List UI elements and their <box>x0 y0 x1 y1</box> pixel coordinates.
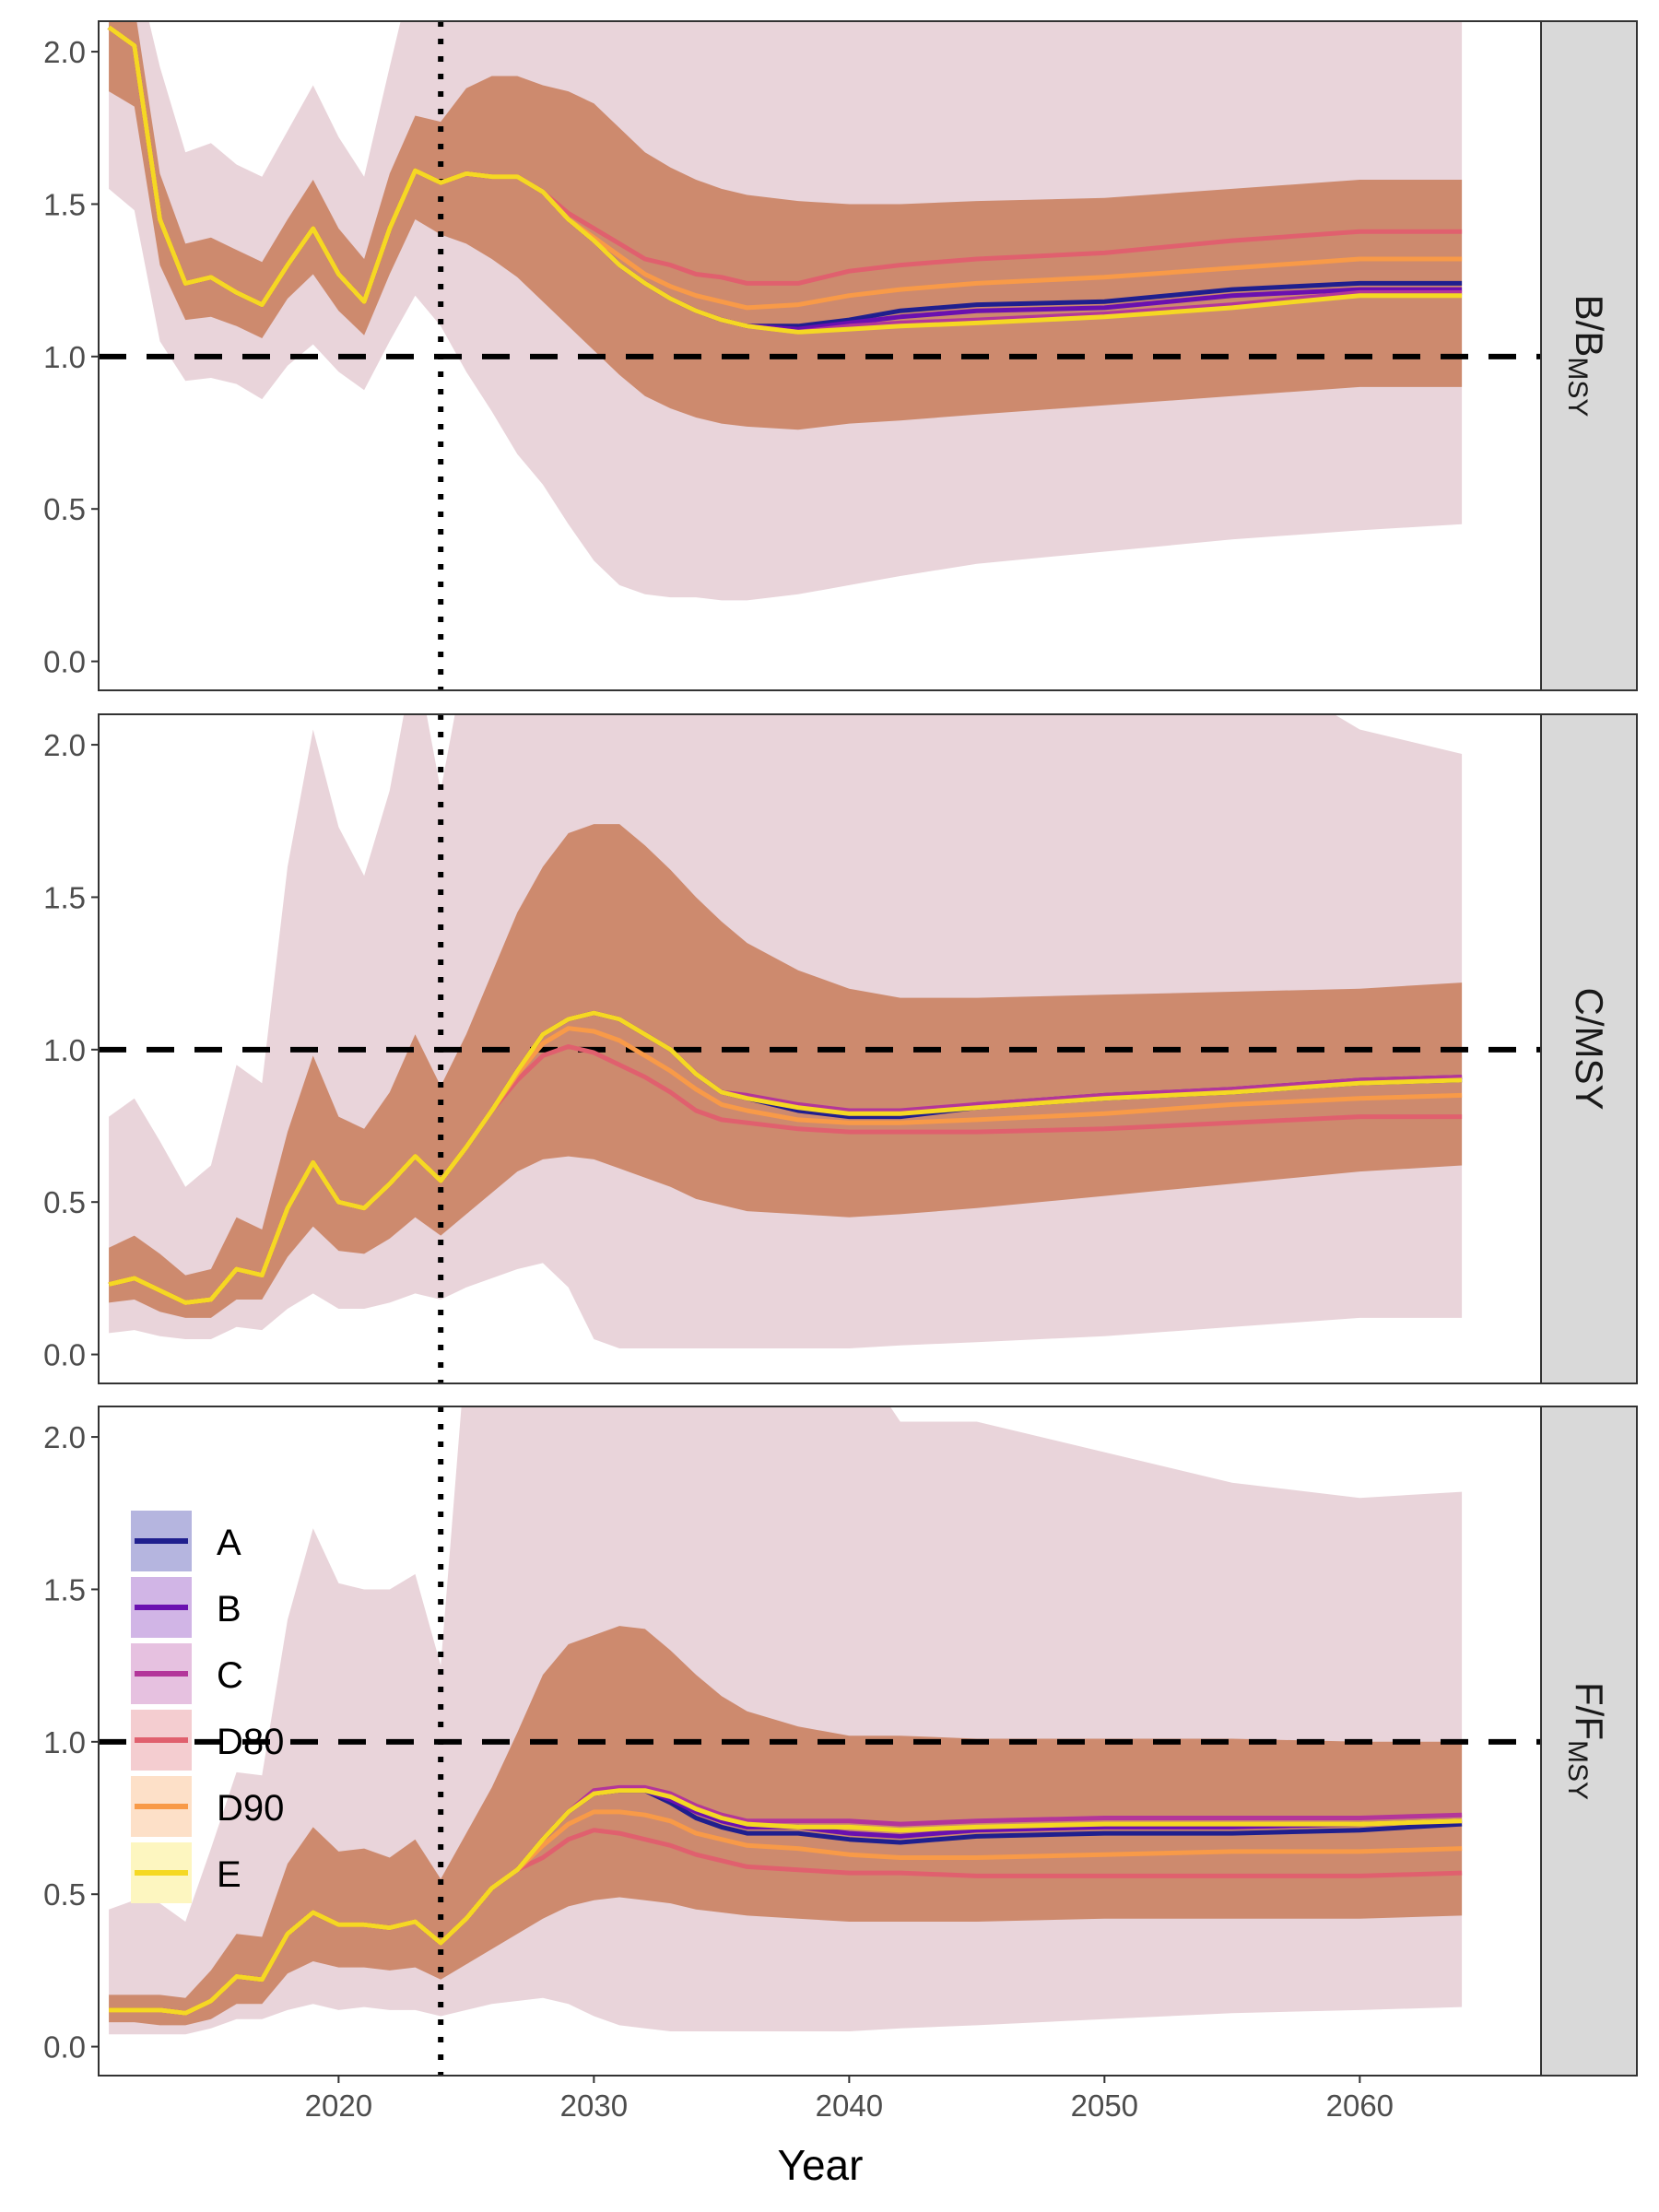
panel-1: B/BMSY 0.0 0.5 1.0 1.5 2.0 <box>43 20 1638 691</box>
plot-area <box>99 714 1541 1383</box>
facet-strip <box>1540 1406 1638 2077</box>
y-tick-label: 0.0 <box>43 645 86 679</box>
legend-label: D90 <box>217 1788 284 1829</box>
strip-label-subscript: MSY <box>1562 1740 1593 1800</box>
inner-interval-band <box>109 824 1463 1318</box>
y-tick-label: 1.0 <box>43 340 86 374</box>
y-tick-label: 2.0 <box>43 728 86 762</box>
y-tick-label: 0.0 <box>43 1338 86 1372</box>
legend: ABC D80 D90 E <box>131 1511 284 1903</box>
inner-interval-band <box>109 21 1463 430</box>
strip-label-main: C/MSY <box>1568 987 1611 1110</box>
strip-label-main: F/F <box>1568 1682 1611 1740</box>
legend-item-d80: D80 <box>131 1710 284 1771</box>
y-tick-label: 0.5 <box>43 1877 86 1912</box>
series-line-e <box>109 1788 1463 2016</box>
facet-strip <box>1540 20 1638 691</box>
legend-label: B <box>217 1589 241 1630</box>
y-tick-label: 1.5 <box>43 1572 86 1606</box>
x-tick-label: 2050 <box>1071 2088 1138 2123</box>
x-tick-label: 2040 <box>816 2088 883 2123</box>
y-tick-label: 0.0 <box>43 2030 86 2065</box>
x-tick-label: 2020 <box>305 2088 372 2123</box>
facet-strip <box>1540 713 1638 1384</box>
plot-area <box>99 21 1541 690</box>
panel-3: F/FMSY 0.0 0.5 1.0 1.5 2.0 2020 2030 2040 2050 206… <box>43 1406 1638 2123</box>
series-line-e <box>108 1010 1463 1305</box>
legend-item-b: B <box>131 1577 241 1638</box>
y-tick-label: 1.5 <box>43 187 86 221</box>
y-tick-label: 2.0 <box>43 1420 86 1454</box>
legend-label: E <box>217 1854 241 1895</box>
strip-label-main: B/B <box>1568 295 1611 358</box>
plot-area <box>99 1406 1541 2076</box>
legend-item-d90: D90 <box>131 1776 284 1837</box>
x-tick-label: 2060 <box>1326 2088 1394 2123</box>
legend-item-a: A <box>131 1511 241 1571</box>
y-tick-label: 0.5 <box>43 492 86 526</box>
legend-item-e: E <box>131 1842 241 1903</box>
facet-strip-label: B/BMSY <box>1562 295 1611 418</box>
y-tick-label: 1.5 <box>43 880 86 914</box>
y-tick-label: 0.5 <box>43 1185 86 1219</box>
facet-strip-label: F/FMSY <box>1562 1682 1611 1800</box>
legend-label: A <box>217 1523 241 1563</box>
y-tick-label: 2.0 <box>43 35 86 69</box>
strip-label-subscript: MSY <box>1562 357 1593 417</box>
x-tick-label: 2030 <box>560 2088 628 2123</box>
panel-2: C/MSY 0.0 0.5 1.0 1.5 2.0 <box>43 713 1638 1384</box>
legend-label: D80 <box>217 1722 284 1762</box>
y-tick-label: 1.0 <box>43 1725 86 1759</box>
series-line-e <box>107 25 1463 335</box>
facet-strip-label: C/MSY <box>1568 987 1611 1110</box>
y-tick-label: 1.0 <box>43 1033 86 1067</box>
x-axis-label: Year <box>778 2141 864 2189</box>
legend-item-c: C <box>131 1643 243 1704</box>
legend-label: C <box>217 1655 243 1696</box>
